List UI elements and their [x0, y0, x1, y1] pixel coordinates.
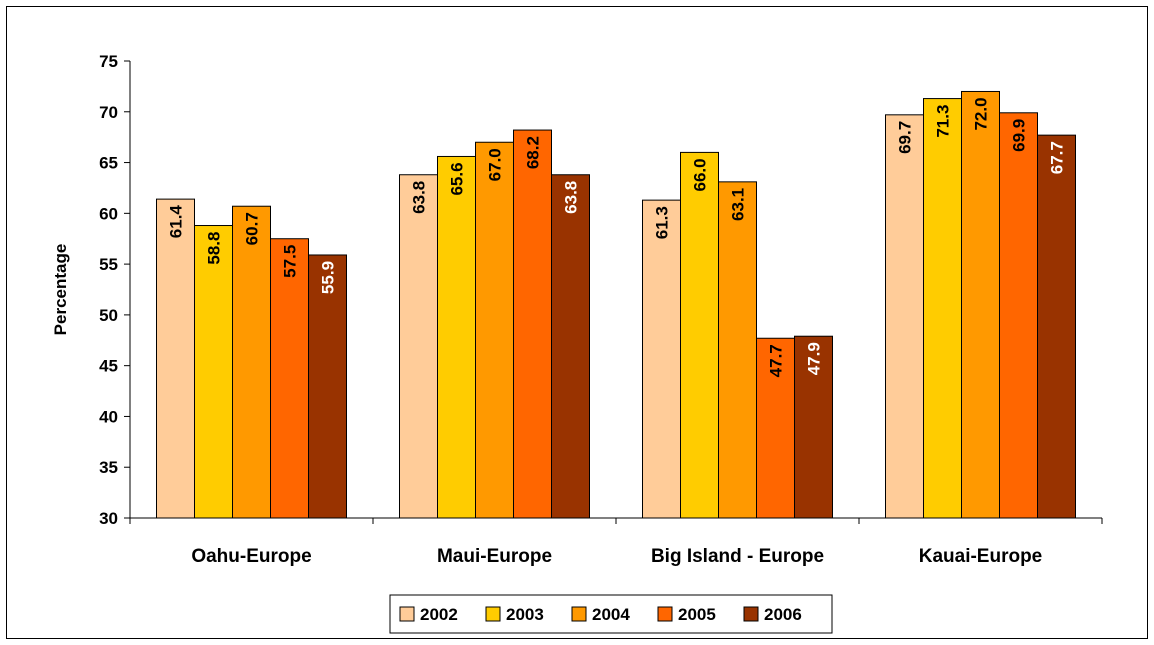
data-label: 67.7 [1048, 141, 1067, 174]
legend-label-2005: 2005 [678, 605, 716, 624]
legend-swatch-2003 [485, 606, 501, 622]
bar-2004 [718, 181, 757, 519]
data-label: 63.8 [562, 181, 581, 214]
data-label: 58.8 [205, 232, 224, 265]
data-label: 61.4 [167, 205, 186, 239]
data-label: 55.9 [319, 261, 338, 294]
data-label: 60.7 [243, 212, 262, 245]
legend-label-2004: 2004 [592, 605, 630, 624]
y-tick-label: 70 [99, 103, 118, 122]
bar-2003 [923, 98, 962, 519]
bar-2002 [885, 114, 924, 519]
category-label: Oahu-Europe [191, 546, 311, 567]
data-label: 47.7 [767, 344, 786, 377]
data-label: 65.6 [448, 162, 467, 195]
legend-label-2006: 2006 [764, 605, 802, 624]
y-tick-label: 45 [99, 357, 118, 376]
bar-2003 [680, 151, 719, 519]
data-label: 71.3 [934, 105, 953, 138]
category-labels: Oahu-Europe Maui-Europe Big Island - Europ… [129, 518, 1103, 567]
data-label: 69.7 [896, 121, 915, 154]
y-tick-label: 55 [99, 255, 118, 274]
data-labels: 61.4 58.8 60.7 57.5 55.9 63.8 65.6 67.0 68.2 63.8… [167, 97, 1067, 377]
bar-2003 [194, 225, 233, 519]
category-label: Big Island - Europe [651, 546, 824, 567]
data-label: 72.0 [972, 97, 991, 130]
category-label: Kauai-Europe [919, 546, 1043, 567]
data-label: 67.0 [486, 148, 505, 181]
data-label: 69.9 [1010, 119, 1029, 152]
legend-swatch-2005 [657, 606, 673, 622]
data-label: 47.9 [805, 342, 824, 375]
y-tick-label: 35 [99, 458, 118, 477]
y-tick-label: 75 [99, 52, 118, 71]
category-label: Maui-Europe [437, 546, 552, 567]
bar-2006 [551, 174, 590, 519]
bar-2006 [1037, 134, 1076, 519]
data-label: 57.5 [281, 245, 300, 278]
bar-2006 [794, 335, 833, 519]
legend: 2002 2003 2004 2005 2006 [389, 594, 833, 634]
bar-2005 [999, 112, 1038, 519]
bar-2004 [961, 90, 1000, 519]
y-tick-label: 65 [99, 154, 118, 173]
data-label: 61.3 [653, 206, 672, 239]
legend-swatch-2004 [571, 606, 587, 622]
y-tick-label: 50 [99, 306, 118, 325]
bar-2005 [513, 129, 552, 519]
y-axis-ticks: 30 35 40 45 50 55 60 65 70 75 [99, 52, 130, 528]
bar-2002 [642, 199, 681, 519]
bars [156, 90, 1076, 519]
y-tick-label: 60 [99, 204, 118, 223]
bar-2005 [270, 238, 309, 519]
bar-2006 [308, 254, 347, 519]
bar-2002 [399, 174, 438, 519]
legend-label-2002: 2002 [420, 605, 458, 624]
y-tick-label: 40 [99, 407, 118, 426]
legend-swatch-2006 [743, 606, 759, 622]
data-label: 63.1 [729, 188, 748, 221]
bar-2003 [437, 155, 476, 519]
data-label: 68.2 [524, 136, 543, 169]
bar-2004 [475, 141, 514, 519]
bar-2004 [232, 205, 271, 519]
y-tick-label: 30 [99, 509, 118, 528]
bar-2002 [156, 198, 195, 519]
legend-swatch-2002 [399, 606, 415, 622]
data-label: 66.0 [691, 158, 710, 191]
data-label: 63.8 [410, 181, 429, 214]
legend-label-2003: 2003 [506, 605, 544, 624]
y-axis-title: Percentage [51, 244, 70, 336]
